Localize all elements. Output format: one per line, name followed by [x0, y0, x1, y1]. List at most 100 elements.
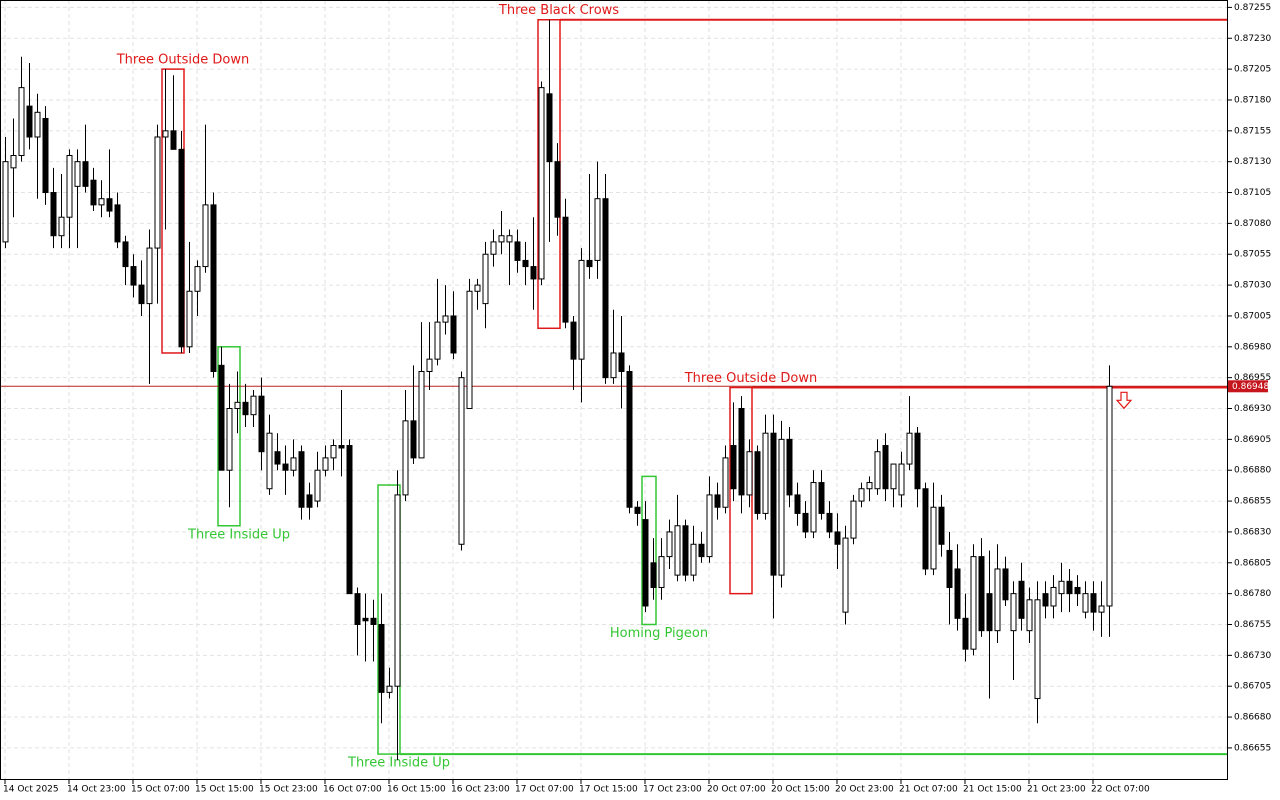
candle-body — [994, 568, 1001, 632]
pattern-label: Three Black Crows — [498, 3, 619, 18]
y-tick-label: 0.86805 — [1234, 558, 1271, 568]
candle-body — [522, 259, 529, 268]
current-price-tag — [1228, 380, 1268, 393]
x-tick-label: 16 Oct 15:00 — [387, 785, 446, 795]
y-tick-label: 0.86930 — [1234, 404, 1271, 414]
y-tick-label: 0.86905 — [1234, 435, 1271, 445]
candle-body — [546, 93, 553, 163]
candle-body — [1010, 593, 1017, 632]
candle-body — [338, 445, 345, 449]
candle-body — [402, 420, 409, 496]
candle-body — [650, 562, 657, 588]
candle-body — [370, 617, 377, 625]
candle-body — [954, 568, 961, 619]
candle-body — [298, 451, 305, 508]
candle-body — [186, 290, 193, 348]
pattern-label: Three Outside Down — [116, 53, 250, 68]
candle-body — [1106, 385, 1113, 607]
candle-body — [474, 284, 481, 292]
y-tick-label: 0.87005 — [1234, 311, 1271, 321]
candle-body — [858, 488, 865, 502]
y-tick-label: 0.86830 — [1234, 527, 1271, 537]
y-tick-label: 0.87255 — [1234, 3, 1271, 13]
candle-body — [66, 155, 73, 218]
candle-body — [1090, 593, 1097, 613]
candle-body — [714, 494, 721, 508]
candle-body — [466, 290, 473, 410]
grid — [0, 0, 1228, 780]
y-tick-label: 0.87080 — [1234, 219, 1271, 229]
candle-body — [386, 685, 393, 693]
candle-body — [642, 519, 649, 607]
candle-body — [82, 161, 89, 187]
pattern-label: Three Inside Up — [347, 756, 450, 771]
candle-body — [906, 432, 913, 465]
candle-body — [1098, 605, 1105, 613]
candle-body — [1058, 580, 1065, 595]
y-tick-label: 0.87180 — [1234, 95, 1271, 105]
marks: Three Outside Down Three Inside Up Three I… — [0, 3, 1228, 771]
candle-body — [890, 463, 897, 490]
x-tick-label: 22 Oct 07:00 — [1091, 785, 1150, 795]
x-tick-label: 17 Oct 23:00 — [643, 785, 702, 795]
candle-body — [274, 451, 281, 465]
candle-body — [74, 161, 81, 187]
candle-body — [674, 525, 681, 576]
pattern-label: Homing Pigeon — [610, 626, 708, 641]
pattern-box — [641, 475, 657, 626]
candle-body — [1034, 599, 1041, 700]
candle-body — [1050, 586, 1057, 607]
candle-body — [1082, 593, 1089, 613]
candle-body — [634, 506, 641, 514]
candle-body — [250, 395, 257, 416]
candle-body — [2, 161, 9, 243]
candle-body — [818, 482, 825, 514]
candle-body — [162, 130, 169, 138]
y-tick-label: 0.87030 — [1234, 281, 1271, 291]
axes: 0.87255 0.87230 0.87205 0.87180 0.87155 0.871… — [3, 3, 1271, 795]
candle-body — [130, 266, 137, 286]
candle-body — [754, 451, 761, 514]
candle-body — [898, 463, 905, 496]
y-tick-label: 0.86780 — [1234, 589, 1271, 599]
candle-body — [562, 216, 569, 323]
signal-arrow — [1115, 391, 1133, 410]
candle-body — [874, 451, 881, 490]
x-tick-label: 14 Oct 2025 — [3, 785, 59, 795]
candle-body — [282, 463, 289, 471]
candle-body — [258, 395, 265, 453]
x-tick-label: 21 Oct 07:00 — [899, 785, 958, 795]
candle-body — [1018, 580, 1025, 619]
candle-body — [122, 241, 129, 268]
candle-body — [410, 420, 417, 459]
candle-body — [394, 494, 401, 687]
candle-body — [930, 506, 937, 570]
candle-body — [362, 617, 369, 622]
y-tick-label: 0.86680 — [1234, 713, 1271, 723]
candle-body — [626, 370, 633, 508]
candle-body — [914, 432, 921, 490]
candle-body — [442, 315, 449, 323]
candle-body — [834, 531, 841, 545]
candle-body — [730, 445, 737, 490]
candle-body — [10, 155, 17, 169]
candle-body — [1026, 599, 1033, 632]
current-price-label: 0.86948 — [1232, 382, 1269, 392]
candle-body — [882, 445, 889, 490]
x-tick-label: 21 Oct 15:00 — [963, 785, 1022, 795]
candle-body — [850, 500, 857, 539]
candle-body — [458, 377, 465, 545]
x-tick-label: 21 Oct 23:00 — [1027, 785, 1086, 795]
candle-body — [514, 241, 521, 261]
candle-body — [938, 506, 945, 545]
candle-body — [322, 457, 329, 471]
candle-body — [114, 204, 121, 243]
x-tick-label: 15 Oct 23:00 — [259, 785, 318, 795]
y-tick-label: 0.87105 — [1234, 188, 1271, 198]
candle-body — [738, 408, 745, 496]
pattern-label: Three Outside Down — [684, 371, 818, 386]
candle-body — [594, 198, 601, 261]
y-tick-label: 0.86755 — [1234, 620, 1271, 630]
y-tick-label: 0.87130 — [1234, 157, 1271, 167]
